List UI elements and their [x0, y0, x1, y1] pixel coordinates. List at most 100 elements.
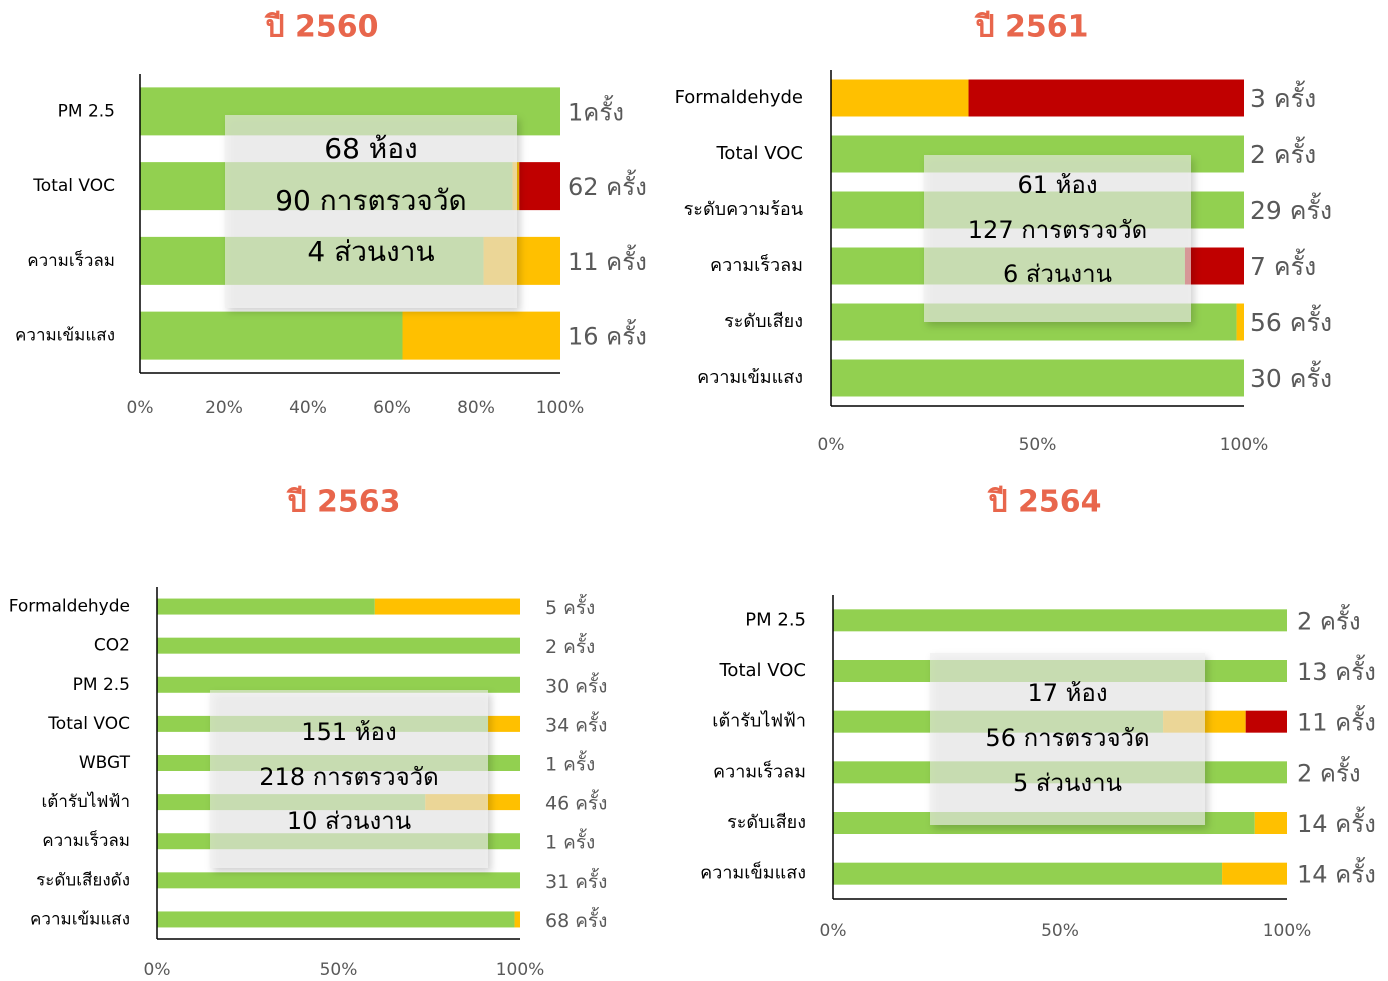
x-tick-label: 100% [1220, 435, 1269, 455]
value-label: 1 ครั้ง [545, 829, 595, 854]
category-label: ความเร็วลม [42, 829, 130, 851]
summary-text: 6 ส่วนงาน [1003, 260, 1112, 288]
value-label: 30 ครั้ง [545, 672, 607, 697]
value-label: 68 ครั้ง [545, 907, 607, 932]
bar-segment [157, 598, 375, 615]
x-tick-label: 0% [127, 398, 154, 418]
category-label: Total VOC [716, 143, 804, 164]
chart-title: ปี 2563 [286, 485, 401, 520]
x-tick-label: 20% [205, 398, 243, 418]
category-label: ความเข้มแสง [697, 367, 803, 388]
summary-text: 17 ห้อง [1027, 679, 1107, 707]
bar-segment [833, 609, 1287, 632]
value-label: 11 ครั้ง [568, 244, 647, 276]
category-label: ระดับเสียง [724, 311, 803, 332]
summary-box [225, 115, 517, 308]
x-tick-label: 50% [320, 960, 358, 980]
summary-box [930, 653, 1205, 825]
summary-text: 90 การตรวจวัด [275, 184, 467, 217]
bar-segment [833, 862, 1223, 885]
bar-segment [1222, 862, 1287, 885]
summary-box [924, 155, 1191, 322]
category-label: ความเร็วลม [710, 253, 803, 276]
bar-segment [402, 311, 560, 360]
x-tick-label: 100% [1263, 921, 1312, 941]
x-tick-label: 80% [457, 398, 495, 418]
chart-title: ปี 2561 [974, 10, 1089, 45]
value-label: 56 ครั้ง [1250, 304, 1332, 337]
bar-segment [968, 79, 1244, 117]
category-label: ความเร็วลม [27, 249, 115, 271]
x-tick-label: 40% [289, 398, 327, 418]
x-tick-label: 50% [1041, 921, 1079, 941]
bar-segment [1254, 812, 1287, 834]
bar-segment [519, 162, 560, 211]
summary-text: 61 ห้อง [1017, 171, 1097, 199]
bar-segment [157, 637, 520, 654]
value-label: 7 ครั้ง [1250, 248, 1316, 281]
value-label: 1ครั้ง [568, 94, 624, 126]
summary-text: 4 ส่วนงาน [307, 235, 434, 268]
category-label: ความเข็มแสง [700, 861, 806, 884]
category-label: Total VOC [719, 660, 807, 681]
category-label: PM 2.5 [745, 609, 806, 630]
value-label: 11 ครั้ง [1297, 705, 1376, 737]
bar-segment [140, 311, 403, 360]
category-label: PM 2.5 [58, 101, 115, 121]
value-label: 2 ครั้ง [545, 633, 595, 658]
bar-segment [1236, 303, 1244, 341]
value-label: 31 ครั้ง [545, 868, 607, 893]
category-label: ระดับเสียงดัง [36, 870, 130, 890]
summary-text: 127 การตรวจวัด [968, 216, 1147, 244]
category-label: ความเร็วลม [713, 759, 806, 782]
category-label: Total VOC [47, 714, 130, 734]
x-tick-label: 100% [536, 398, 585, 418]
chart-title: ปี 2564 [987, 485, 1102, 520]
value-label: 34 ครั้ง [545, 711, 607, 736]
chart-title: ปี 2560 [264, 10, 379, 45]
value-label: 5 ครั้ง [545, 594, 595, 619]
value-label: 1 ครั้ง [545, 751, 595, 776]
bar-segment [831, 359, 1244, 397]
value-label: 16 ครั้ง [568, 319, 647, 351]
bar-segment [374, 598, 520, 615]
summary-text: 151 ห้อง [301, 718, 396, 746]
x-tick-label: 60% [373, 398, 411, 418]
value-label: 2 ครั้ง [1297, 603, 1361, 635]
category-label: ระดับเสียง [727, 812, 806, 833]
category-label: PM 2.5 [73, 675, 130, 695]
value-label: 62 ครั้ง [568, 169, 647, 201]
category-label: ความเข้มแสง [15, 326, 115, 346]
category-label: ความเข้มแสง [30, 909, 130, 929]
category-label: Total VOC [32, 176, 115, 196]
bar-segment [488, 715, 520, 732]
value-label: 46 ครั้ง [545, 790, 607, 815]
summary-text: 5 ส่วนงาน [1013, 769, 1122, 797]
category-label: CO2 [94, 636, 130, 656]
category-label: เต้ารับไฟฟ้า [712, 710, 806, 732]
bar-segment [157, 872, 520, 889]
x-tick-label: 50% [1019, 435, 1057, 455]
x-tick-label: 0% [144, 960, 171, 980]
category-label: Formaldehyde [675, 87, 803, 108]
value-label: 2 ครั้ง [1250, 136, 1316, 169]
summary-text: 68 ห้อง [324, 132, 417, 165]
bar-segment [831, 79, 969, 117]
summary-text: 218 การตรวจวัด [259, 763, 438, 791]
category-label: Formaldehyde [9, 597, 130, 617]
value-label: 29 ครั้ง [1250, 192, 1332, 225]
value-label: 2 ครั้ง [1297, 755, 1361, 787]
x-tick-label: 100% [496, 960, 545, 980]
value-label: 14 ครั้ง [1297, 806, 1376, 838]
summary-text: 10 ส่วนงาน [287, 807, 411, 835]
bar-segment [157, 911, 515, 928]
x-tick-label: 0% [818, 435, 845, 455]
category-label: ระดับความร้อน [684, 199, 803, 220]
summary-text: 56 การตรวจวัด [985, 724, 1149, 752]
bar-segment [157, 676, 520, 693]
bar-segment [1245, 710, 1287, 733]
category-label: เต้ารับไฟฟ้า [42, 791, 131, 812]
value-label: 30 ครั้ง [1250, 360, 1332, 393]
value-label: 13 ครั้ง [1297, 654, 1376, 686]
